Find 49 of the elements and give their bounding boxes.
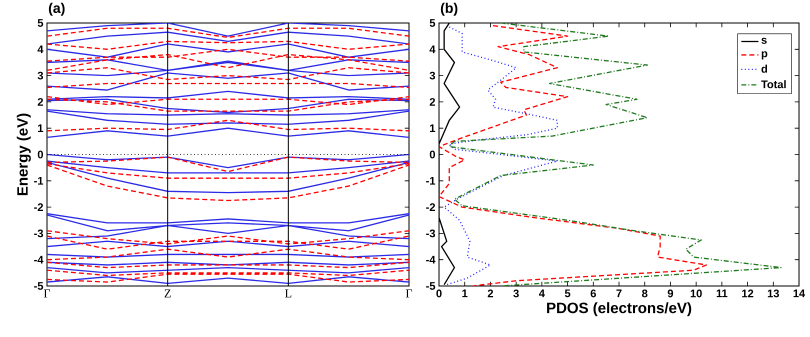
x-tick-label: Z [164, 290, 171, 298]
y-tick-label: 0 [38, 150, 44, 158]
x-tick-label: 10 [690, 290, 702, 298]
y-tick-label: 1 [430, 124, 436, 132]
y-tick-label: 5 [38, 19, 44, 27]
x-tick-label: 5 [564, 290, 570, 298]
chart-title: (b) [440, 2, 458, 16]
x-tick-label: 7 [616, 290, 622, 298]
y-tick-label: -3 [426, 230, 436, 238]
y-tick-label: -1 [426, 177, 436, 185]
legend-label: s [761, 38, 767, 44]
y-tick-label: -2 [426, 203, 436, 211]
y-tick-label: -5 [34, 282, 44, 290]
y-tick-label: 2 [38, 98, 44, 106]
y-tick-label: -3 [34, 230, 44, 238]
y-tick-label: 1 [38, 124, 44, 132]
y-tick-label: -1 [34, 177, 44, 185]
x-tick-label: 3 [513, 290, 519, 298]
y-tick-label: -4 [34, 256, 44, 264]
legend-label: Total [761, 80, 786, 88]
y-tick-label: -2 [34, 203, 44, 211]
y-tick-label: 3 [38, 72, 44, 80]
x-tick-label: 8 [642, 290, 648, 298]
x-tick-label: 14 [794, 290, 806, 298]
legend-label: d [762, 64, 768, 73]
y-tick-label: 4 [430, 46, 436, 54]
chart-title: (a) [48, 2, 65, 16]
y-axis-title: Energy (eV) [16, 114, 31, 196]
y-tick-label: 0 [430, 150, 436, 158]
x-tick-label: 6 [590, 290, 596, 298]
y-tick-label: 5 [430, 19, 436, 27]
x-tick-label: 4 [538, 290, 545, 298]
x-axis-title: PDOS (electrons/eV) [547, 302, 692, 316]
x-tick-label: 0 [436, 290, 442, 298]
legend-label: p [762, 51, 768, 60]
x-tick-label: Γ [406, 290, 412, 298]
y-tick-label: 2 [430, 98, 436, 106]
y-tick-label: 4 [38, 46, 44, 54]
x-tick-label: 12 [742, 290, 754, 298]
y-tick-label: -4 [426, 256, 436, 264]
x-tick-label: 2 [488, 290, 494, 298]
x-tick-label: 9 [668, 290, 674, 298]
x-tick-label: L [285, 290, 292, 298]
x-tick-label: 11 [716, 290, 728, 298]
y-tick-label: 3 [430, 72, 436, 80]
y-tick-label: -5 [426, 282, 436, 290]
x-tick-label: Γ [44, 290, 50, 298]
x-tick-label: 13 [768, 290, 780, 298]
x-tick-label: 1 [462, 290, 468, 298]
